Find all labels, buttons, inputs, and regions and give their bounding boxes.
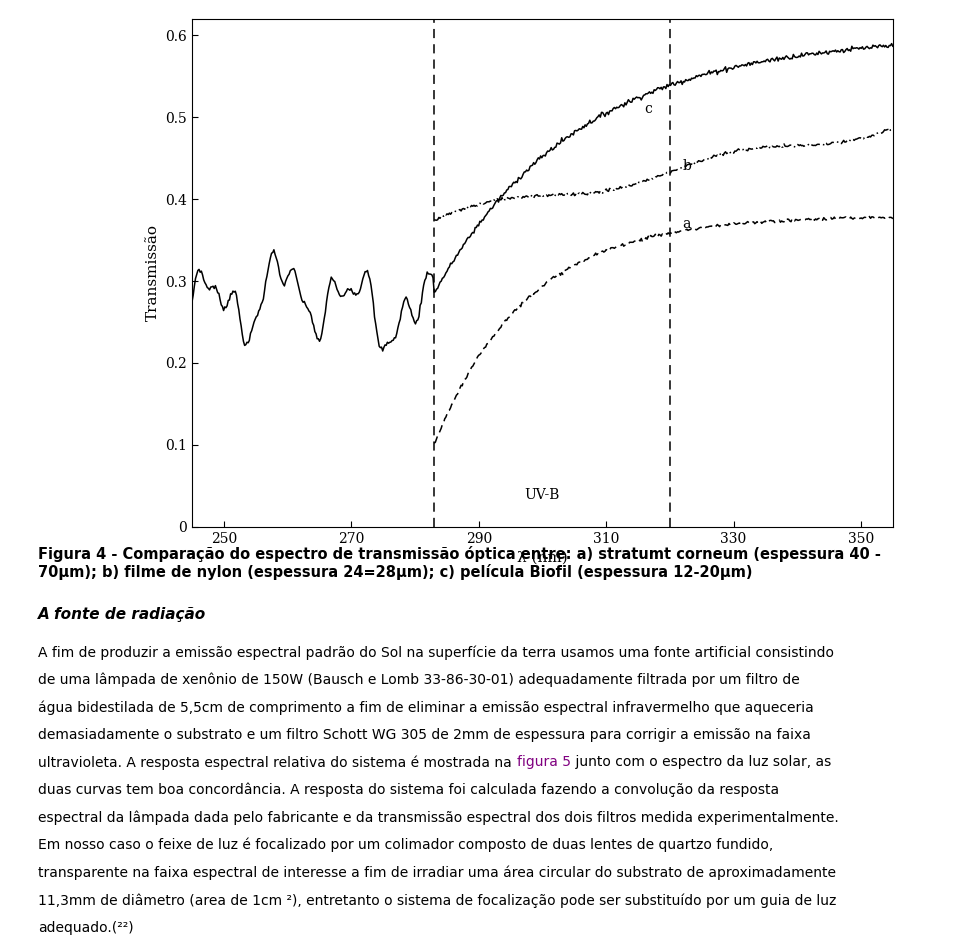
- Text: Figura 4 - Comparação do espectro de transmissão óptica entre: a) stratumt corne: Figura 4 - Comparação do espectro de tra…: [38, 546, 881, 580]
- Text: Em nosso caso o feixe de luz é focalizado por um colimador composto de duas lent: Em nosso caso o feixe de luz é focalizad…: [38, 838, 774, 852]
- Text: figura 5: figura 5: [516, 755, 570, 770]
- Text: espectral da lâmpada dada pelo fabricante e da transmissão espectral dos dois fi: espectral da lâmpada dada pelo fabricant…: [38, 810, 839, 825]
- Text: A fim de produzir a emissão espectral padrão do Sol na superfície da terra usamo: A fim de produzir a emissão espectral pa…: [38, 645, 834, 660]
- Text: b: b: [683, 159, 691, 174]
- Text: adequado.(²²): adequado.(²²): [38, 921, 134, 935]
- Text: c: c: [644, 102, 652, 116]
- Text: UV-B: UV-B: [525, 488, 560, 502]
- Text: duas curvas tem boa concordância. A resposta do sistema foi calculada fazendo a : duas curvas tem boa concordância. A resp…: [38, 783, 780, 797]
- X-axis label: λ (nm): λ (nm): [517, 551, 567, 565]
- Text: de uma lâmpada de xenônio de 150W (Bausch e Lomb 33-86-30-01) adequadamente filt: de uma lâmpada de xenônio de 150W (Bausc…: [38, 673, 800, 687]
- Text: ultravioleta. A resposta espectral relativa do sistema é mostrada na: ultravioleta. A resposta espectral relat…: [38, 755, 516, 770]
- Text: demasiadamente o substrato e um filtro Schott WG 305 de 2mm de espessura para co: demasiadamente o substrato e um filtro S…: [38, 728, 811, 742]
- Text: junto com o espectro da luz solar, as: junto com o espectro da luz solar, as: [570, 755, 830, 770]
- Text: 11,3mm de diâmetro (area de 1cm ²), entretanto o sistema de focalização pode ser: 11,3mm de diâmetro (area de 1cm ²), entr…: [38, 893, 837, 907]
- Text: água bidestilada de 5,5cm de comprimento a fim de eliminar a emissão espectral i: água bidestilada de 5,5cm de comprimento…: [38, 700, 814, 715]
- Text: A fonte de radiação: A fonte de radiação: [38, 607, 206, 623]
- Text: a: a: [683, 216, 691, 231]
- Text: transparente na faixa espectral de interesse a fim de irradiar uma área circular: transparente na faixa espectral de inter…: [38, 865, 836, 880]
- Y-axis label: Transmissão: Transmissão: [146, 224, 159, 322]
